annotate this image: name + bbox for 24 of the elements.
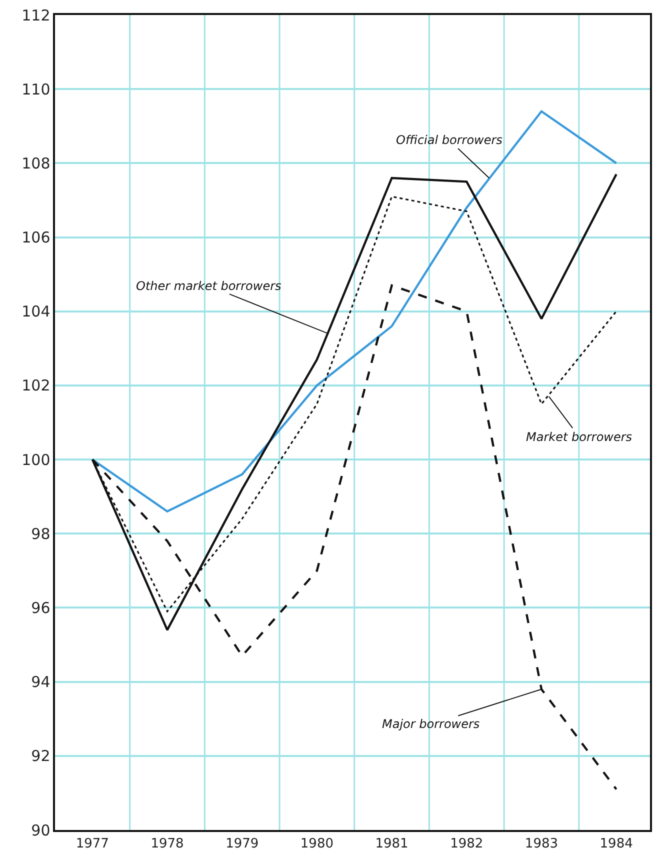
y-tick-label: 102 (22, 376, 50, 395)
y-tick-label: 98 (31, 524, 50, 543)
y-tick-label: 108 (22, 154, 50, 172)
x-tick-label: 1981 (375, 836, 408, 852)
x-tick-label: 1977 (76, 836, 109, 852)
y-tick-label: 112 (22, 6, 50, 24)
y-tick-label: 96 (31, 598, 50, 617)
x-tick-label: 1979 (226, 836, 259, 852)
y-tick-label: 100 (22, 450, 50, 469)
annotation: Official borrowers (396, 133, 502, 147)
annotation: Other market borrowers (136, 279, 282, 293)
y-tick-label: 104 (22, 302, 50, 321)
annotation: Market borrowers (526, 430, 632, 444)
y-tick-label: 94 (31, 673, 50, 692)
x-tick-label: 1984 (600, 836, 633, 852)
annotation: Major borrowers (382, 717, 480, 731)
x-tick-label: 1983 (524, 836, 558, 852)
x-tick-label: 1980 (300, 836, 334, 852)
y-tick-label: 110 (22, 80, 50, 98)
x-tick-label: 1978 (150, 836, 184, 852)
y-tick-label: 90 (31, 821, 50, 840)
x-tick-label: 1982 (450, 836, 484, 852)
y-tick-label: 106 (22, 228, 50, 247)
y-tick-label: 92 (31, 747, 50, 766)
